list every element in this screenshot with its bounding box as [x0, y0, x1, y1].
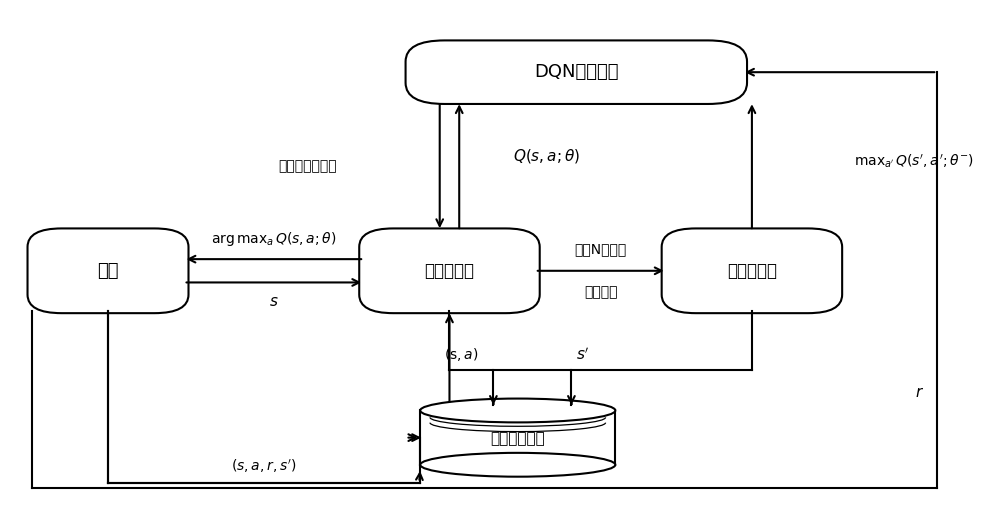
Text: 回放记忆单元: 回放记忆单元 — [490, 431, 545, 447]
Text: $\mathrm{max}_{a'}\,Q(s',a';\theta^{-})$: $\mathrm{max}_{a'}\,Q(s',a';\theta^{-})$ — [854, 152, 974, 170]
Text: 每隔N时间步: 每隔N时间步 — [575, 243, 627, 256]
Text: $s$: $s$ — [269, 294, 279, 309]
Text: 环境: 环境 — [97, 262, 119, 280]
Text: 当前值网络: 当前值网络 — [424, 262, 474, 280]
Text: 误差函数的梯度: 误差函数的梯度 — [279, 159, 337, 173]
Bar — [420, 410, 615, 465]
Text: $r$: $r$ — [915, 385, 924, 400]
Text: $\mathrm{arg\,max}_{a}\,Q(s,a;\theta)$: $\mathrm{arg\,max}_{a}\,Q(s,a;\theta)$ — [211, 230, 337, 248]
Text: $Q(s,a;\theta)$: $Q(s,a;\theta)$ — [513, 147, 580, 165]
Ellipse shape — [420, 399, 615, 422]
Text: DQN误差函数: DQN误差函数 — [534, 63, 619, 81]
Text: 目标值网络: 目标值网络 — [727, 262, 777, 280]
Text: $(s,a,r,s')$: $(s,a,r,s')$ — [231, 458, 297, 475]
Text: 拷贝参数: 拷贝参数 — [584, 285, 617, 299]
Text: $(\mathrm{s},a)$: $(\mathrm{s},a)$ — [444, 346, 479, 363]
FancyBboxPatch shape — [359, 228, 540, 313]
FancyBboxPatch shape — [662, 228, 842, 313]
Ellipse shape — [420, 453, 615, 477]
FancyBboxPatch shape — [28, 228, 188, 313]
Text: $s'$: $s'$ — [576, 346, 590, 363]
FancyBboxPatch shape — [406, 40, 747, 104]
